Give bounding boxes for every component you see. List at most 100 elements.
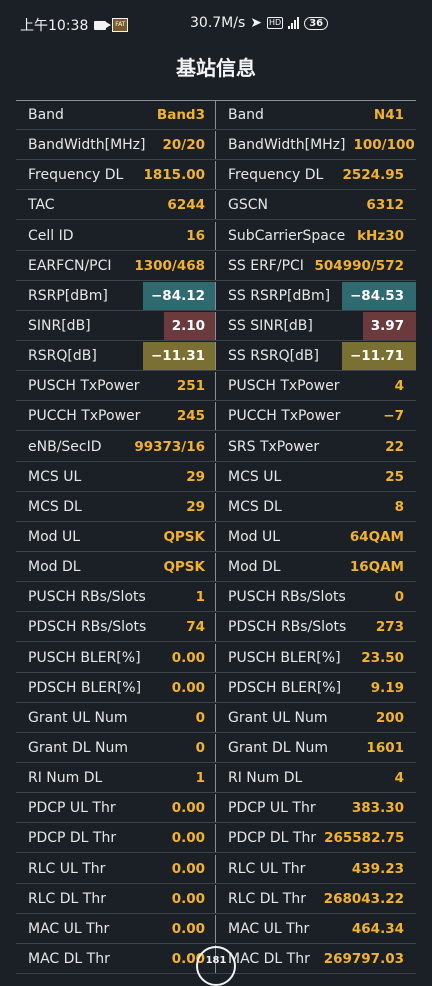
field-value: 273 [375, 619, 404, 636]
field-value: QPSK [163, 528, 205, 545]
field-label: PDSCH RBs/Slots [28, 619, 147, 636]
field-label: MCS UL [28, 468, 82, 485]
lte-cell: PUCCH TxPower 245 [16, 402, 216, 431]
lte-cell: eNB/SecID 99373/16 [16, 432, 216, 461]
hd-icon: HD [267, 17, 284, 29]
field-label: Cell ID [28, 227, 74, 244]
field-value: 0.00 [171, 649, 205, 666]
field-label: Band [28, 107, 64, 123]
field-value: −84.53 [341, 281, 416, 310]
table-row: MCS DL 29 MCS DL 8 [16, 492, 416, 522]
field-label: MCS UL [228, 468, 282, 485]
field-label: RSRQ[dB] [28, 348, 97, 365]
video-camera-icon [94, 20, 112, 30]
field-label: PDCP UL Thr [28, 800, 116, 817]
lte-cell: Band Band3 [16, 101, 216, 129]
field-value: −11.71 [341, 342, 416, 371]
lte-cell: SINR[dB] 2.10 [16, 311, 216, 340]
field-label: RLC DL Thr [228, 890, 306, 907]
field-label: PUCCH TxPower [228, 408, 341, 425]
field-value: 9.19 [370, 679, 404, 696]
nr-cell: PDCP DL Thr 265582.75 [216, 824, 416, 852]
table-row: MAC UL Thr 0.00 MAC UL Thr 464.34 [16, 914, 416, 944]
nr-cell: PUSCH RBs/Slots 0 [216, 583, 416, 611]
floating-badge[interactable]: 181 [196, 946, 236, 986]
table-row: Grant DL Num 0 Grant DL Num 1601 [16, 733, 416, 763]
field-label: MAC DL Thr [28, 950, 110, 967]
nr-cell: BandWidth[MHz] 100/100 [216, 131, 416, 159]
lte-cell: RSRQ[dB] −11.31 [16, 342, 216, 371]
field-value: 3.97 [362, 311, 416, 340]
field-label: TAC [28, 197, 55, 214]
field-label: MAC DL Thr [228, 950, 310, 967]
table-row: BandWidth[MHz] 20/20 BandWidth[MHz] 100/100 [16, 131, 416, 161]
field-label: PUCCH TxPower [28, 408, 141, 425]
field-label: PUSCH RBs/Slots [228, 589, 346, 606]
lte-cell: PUSCH BLER[%] 0.00 [16, 643, 216, 672]
field-value: 0.00 [171, 860, 205, 877]
field-label: PUSCH TxPower [228, 378, 340, 395]
table-row: PDSCH BLER[%] 0.00 PDSCH BLER[%] 9.19 [16, 673, 416, 703]
field-label: Mod DL [28, 559, 81, 576]
table-row: RSRQ[dB] −11.31 SS RSRQ[dB] −11.71 [16, 342, 416, 372]
nr-cell: SS SINR[dB] 3.97 [216, 311, 416, 340]
field-value: 4 [394, 770, 404, 787]
nr-cell: SubCarrierSpace kHz30 [216, 222, 416, 250]
field-value: 268043.22 [323, 890, 404, 907]
field-value: −7 [383, 408, 404, 425]
status-bar: 上午10:38 FAT 30.7M/s ➤ HD 36 [0, 0, 432, 46]
field-label: MAC UL Thr [228, 920, 310, 937]
field-value: 0 [195, 739, 205, 756]
field-label: PDSCH BLER[%] [28, 679, 142, 696]
nr-cell: MCS DL 8 [216, 493, 416, 521]
table-row: Cell ID 16 SubCarrierSpace kHz30 [16, 221, 416, 251]
table-row: Frequency DL 1815.00 Frequency DL 2524.95 [16, 161, 416, 191]
field-value: 0.00 [171, 920, 205, 937]
field-label: Grant UL Num [28, 709, 128, 726]
field-value: 22 [385, 438, 404, 455]
nr-cell: Mod DL 16QAM [216, 553, 416, 581]
table-row: RLC UL Thr 0.00 RLC UL Thr 439.23 [16, 854, 416, 884]
field-value: 25 [385, 468, 404, 485]
field-value: −11.31 [142, 342, 215, 371]
field-value: 6244 [167, 197, 205, 214]
nr-cell: MCS UL 25 [216, 463, 416, 491]
field-label: GSCN [228, 197, 268, 214]
field-label: Grant UL Num [228, 709, 328, 726]
lte-cell: Mod DL QPSK [16, 553, 216, 582]
field-value: 464.34 [351, 920, 404, 937]
nr-cell: Grant DL Num 1601 [216, 734, 416, 762]
field-value: 64QAM [349, 528, 404, 545]
table-row: EARFCN/PCI 1300/468 SS ERF/PCI 504990/572 [16, 251, 416, 281]
table-row: TAC 6244 GSCN 6312 [16, 191, 416, 221]
field-label: Mod UL [28, 528, 81, 545]
field-value: 0.00 [171, 679, 205, 696]
field-value: 6312 [366, 197, 404, 214]
nr-cell: PDCP UL Thr 383.30 [216, 794, 416, 822]
field-value: 99373/16 [134, 438, 205, 455]
signal-icon [288, 17, 300, 29]
table-row: Mod UL QPSK Mod UL 64QAM [16, 522, 416, 552]
field-label: PDCP DL Thr [228, 830, 317, 847]
field-value: 504990/572 [314, 257, 404, 274]
field-label: SRS TxPower [228, 438, 320, 455]
field-label: RSRP[dBm] [28, 287, 108, 304]
nr-cell: PUSCH BLER[%] 23.50 [216, 644, 416, 672]
nr-cell: MAC DL Thr 269797.03 [216, 945, 416, 973]
nr-cell: SS ERF/PCI 504990/572 [216, 252, 416, 280]
field-label: RLC UL Thr [228, 860, 306, 877]
lte-cell: MCS DL 29 [16, 492, 216, 521]
lte-cell: PDSCH RBs/Slots 74 [16, 613, 216, 642]
field-label: BandWidth[MHz] [228, 137, 346, 154]
field-value: 1 [195, 589, 205, 606]
field-label: PDSCH BLER[%] [228, 679, 342, 696]
table-row: PUCCH TxPower 245 PUCCH TxPower −7 [16, 402, 416, 432]
table-row: PUSCH TxPower 251 PUSCH TxPower 4 [16, 372, 416, 402]
table-row: SINR[dB] 2.10 SS SINR[dB] 3.97 [16, 311, 416, 341]
lte-cell: Mod UL QPSK [16, 522, 216, 551]
table-row: Band Band3 Band N41 [16, 101, 416, 130]
field-value: 265582.75 [324, 830, 405, 847]
nr-cell: PDSCH BLER[%] 9.19 [216, 674, 416, 702]
field-value: 0.00 [171, 830, 205, 847]
field-label: Grant DL Num [228, 739, 329, 756]
